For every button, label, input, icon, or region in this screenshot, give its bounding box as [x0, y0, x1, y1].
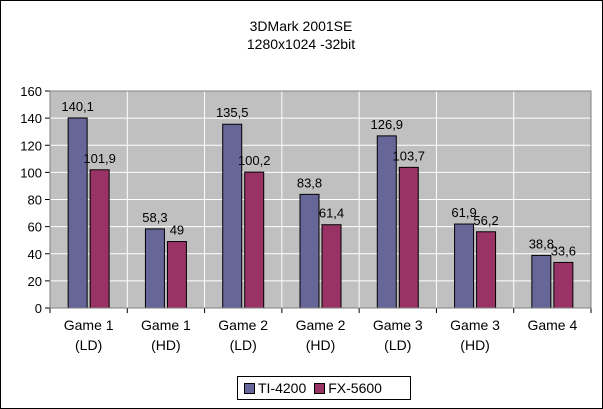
data-label-fx-5600-6: 33,6: [551, 243, 576, 258]
bar-ti-4200-6: [531, 254, 552, 309]
bar-fx-5600-0: [89, 169, 110, 309]
data-label-ti-4200-3: 83,8: [297, 175, 322, 190]
x-tick-label-4-0: Game 3: [373, 317, 423, 333]
data-label-ti-4200-0: 140,1: [61, 99, 94, 114]
x-tick-label-2-0: Game 2: [218, 317, 268, 333]
bar-ti-4200-5: [454, 223, 475, 309]
legend-label-ti-4200: TI-4200: [258, 380, 307, 396]
y-tick-label-0: 0: [35, 301, 42, 316]
data-label-ti-4200-6: 38,8: [529, 236, 554, 251]
data-labels: 140,1 101,9 58,349 135,5 100,2 83,8 61,4 126,9 1…: [61, 99, 576, 258]
x-tick-label-5-0: Game 3: [450, 317, 500, 333]
bar-ti-4200-0: [67, 117, 88, 309]
bar-fx-5600-3: [321, 224, 342, 309]
axes: 0 20 40 60 80 100 120 140 160 Game 1 (LD) Game 1 (HD…: [20, 84, 592, 353]
x-tick-label-3-1: (HD): [306, 337, 336, 353]
legend-label-fx-5600: FX-5600: [328, 380, 382, 396]
x-tick-label-2-1: (LD): [230, 337, 257, 353]
chart-title: 3DMark 2001SE: [250, 18, 353, 34]
x-tick-label-3-0: Game 2: [296, 317, 346, 333]
y-tick-label-80: 80: [28, 193, 42, 208]
data-label-fx-5600-0: 101,9: [83, 151, 116, 166]
y-tick-label-40: 40: [28, 247, 42, 262]
legend-item-fx-5600: FX-5600: [314, 380, 382, 396]
bar-fx-5600-6: [553, 261, 574, 309]
y-tick-label-160: 160: [20, 84, 42, 99]
data-label-fx-5600-4: 103,7: [393, 148, 426, 163]
data-label-fx-5600-2: 100,2: [238, 153, 271, 168]
x-tick-label-4-1: (LD): [384, 337, 411, 353]
legend-item-ti-4200: TI-4200: [244, 380, 306, 396]
x-tick-label-6-0: Game 4: [527, 317, 577, 333]
y-tick-label-20: 20: [28, 274, 42, 289]
x-tick-label-1-0: Game 1: [141, 317, 191, 333]
data-label-ti-4200-2: 135,5: [216, 105, 249, 120]
chart-subtitle: 1280x1024 -32bit: [247, 36, 355, 52]
y-tick-label-60: 60: [28, 220, 42, 235]
data-label-fx-5600-1: 49: [170, 223, 184, 238]
bar-fx-5600-1: [166, 241, 187, 309]
x-tick-label-1-1: (HD): [151, 337, 181, 353]
x-tick-label-5-1: (HD): [460, 337, 490, 353]
legend: TI-4200 FX-5600: [237, 376, 411, 400]
bar-fx-5600-5: [476, 231, 497, 309]
data-label-fx-5600-5: 56,2: [473, 213, 498, 228]
legend-swatch-ti-4200: [244, 382, 255, 394]
y-tick-label-100: 100: [20, 165, 42, 180]
bar-fx-5600-4: [398, 166, 419, 309]
data-label-ti-4200-4: 126,9: [371, 117, 404, 132]
x-tick-label-0-1: (LD): [75, 337, 102, 353]
data-label-fx-5600-3: 61,4: [319, 206, 344, 221]
data-label-ti-4200-1: 58,3: [142, 210, 167, 225]
bar-ti-4200-1: [144, 228, 165, 309]
y-tick-label-140: 140: [20, 111, 42, 126]
y-tick-label-120: 120: [20, 138, 42, 153]
data-label-ti-4200-5: 61,9: [451, 205, 476, 220]
plot-border: [49, 90, 592, 309]
bar-ti-4200-3: [299, 193, 320, 309]
legend-swatch-fx-5600: [314, 382, 326, 394]
bar-fx-5600-2: [244, 171, 265, 309]
x-tick-label-0-0: Game 1: [64, 317, 114, 333]
bar-ti-4200-2: [222, 123, 243, 309]
